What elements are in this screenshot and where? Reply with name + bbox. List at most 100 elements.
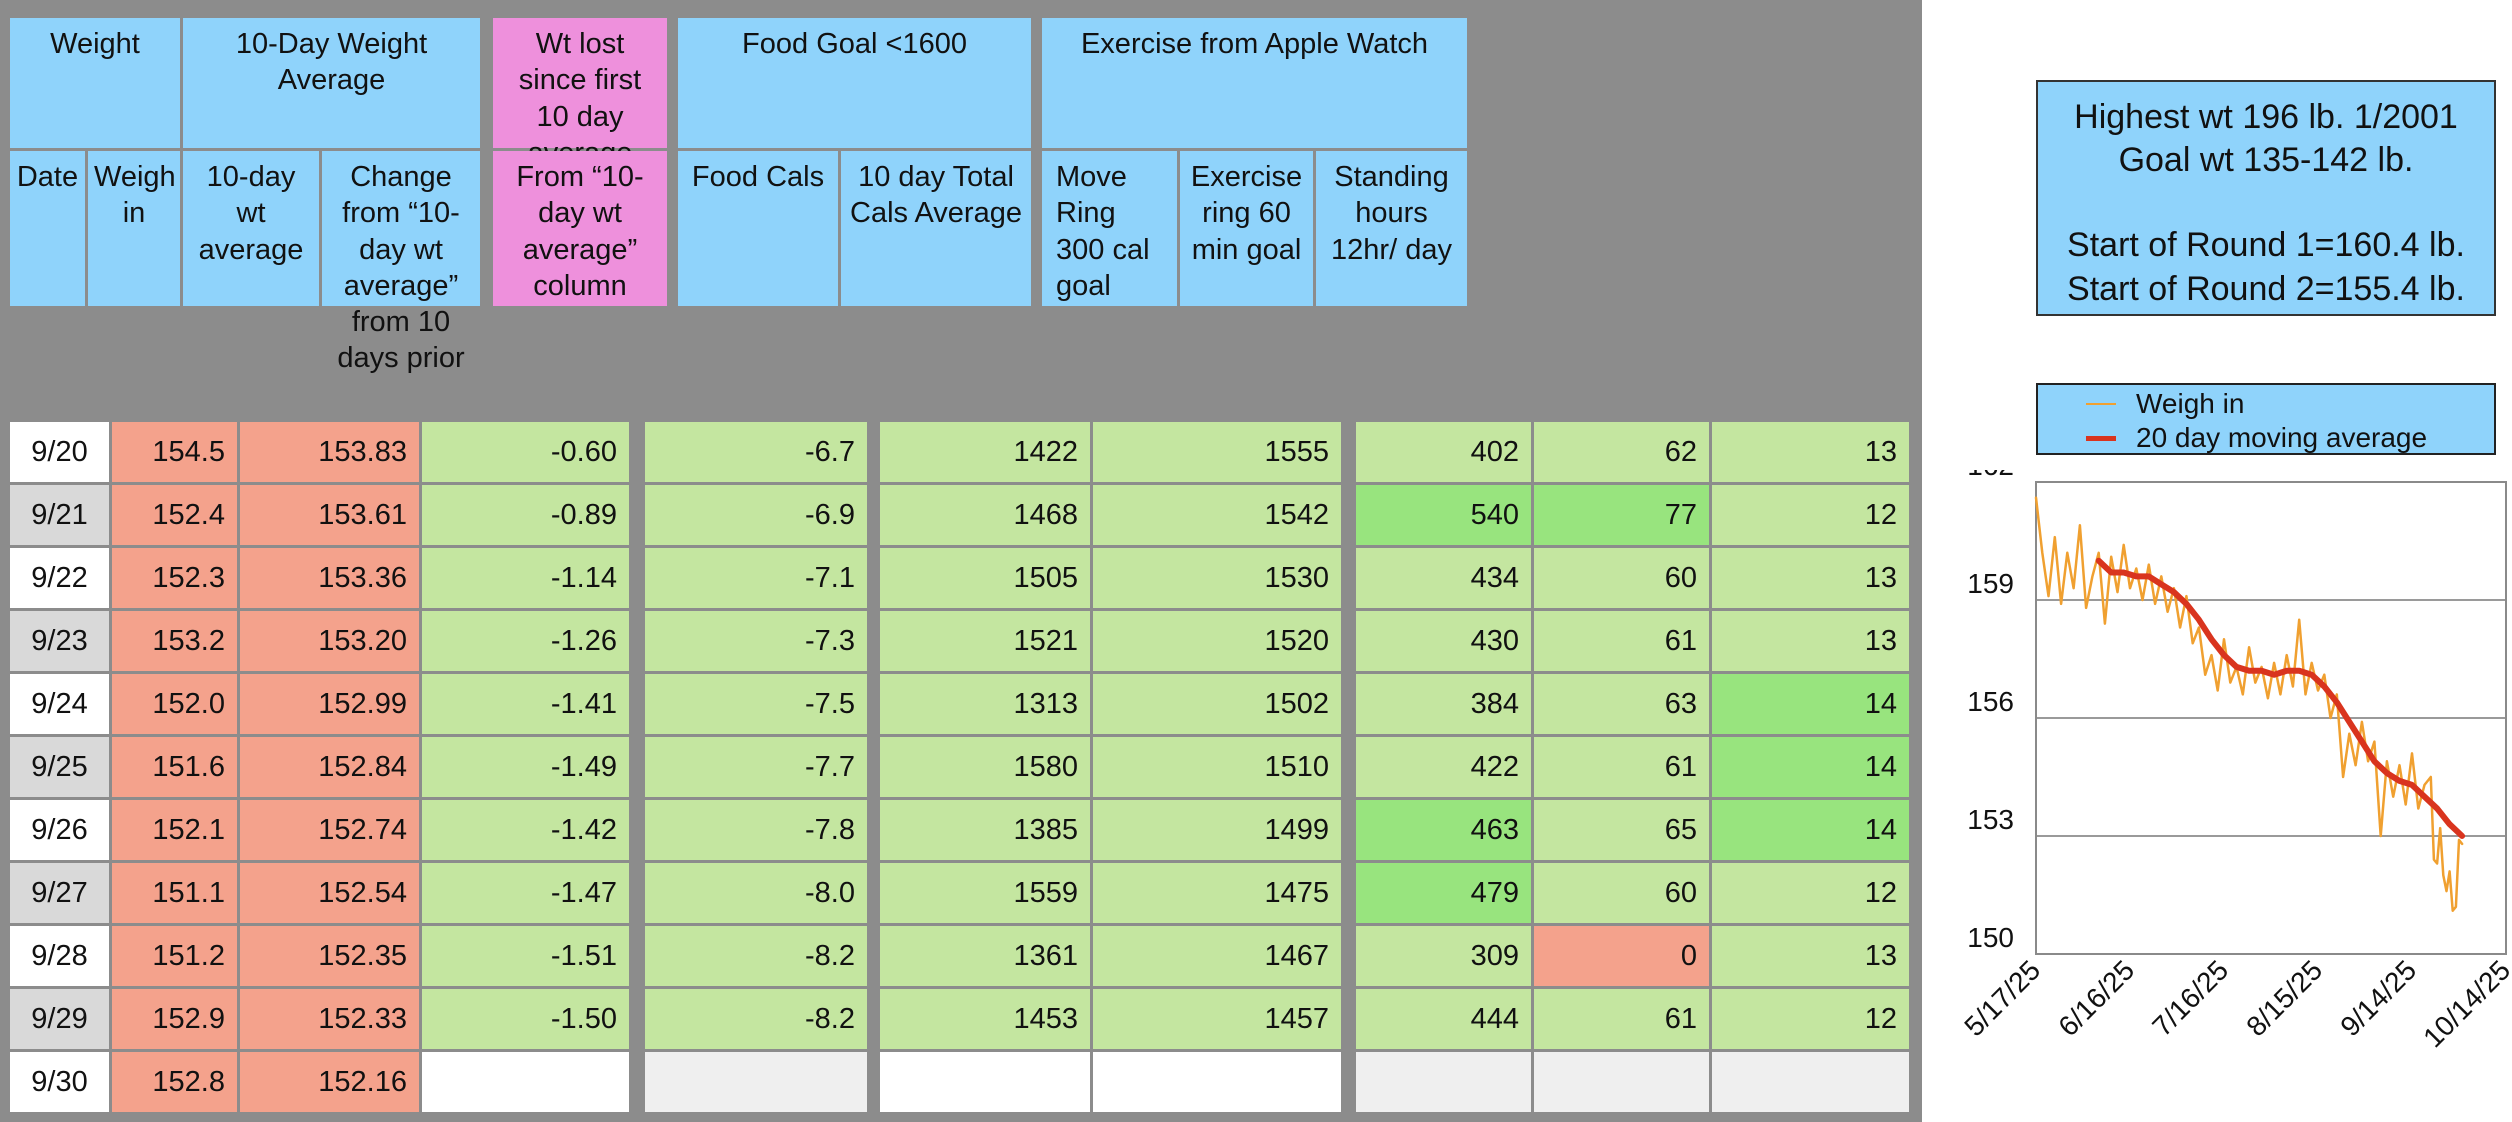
cell-weigh-in[interactable]: 152.8	[112, 1052, 240, 1115]
cell-avg10[interactable]: 152.99	[240, 674, 422, 737]
cell-avg10[interactable]: 152.33	[240, 989, 422, 1052]
cell-food[interactable]: 1385	[880, 800, 1093, 863]
cell-lost[interactable]: -6.9	[645, 485, 870, 548]
cell-standing[interactable]: 13	[1712, 611, 1912, 674]
cell-weigh-in[interactable]: 152.3	[112, 548, 240, 611]
cell-total[interactable]: 1530	[1093, 548, 1344, 611]
cell-date[interactable]: 9/22	[10, 548, 112, 611]
cell-avg10[interactable]: 153.61	[240, 485, 422, 548]
cell-move[interactable]: 479	[1356, 863, 1534, 926]
cell-food[interactable]: 1521	[880, 611, 1093, 674]
cell-standing[interactable]: 13	[1712, 548, 1912, 611]
cell-lost[interactable]	[645, 1052, 870, 1115]
cell-standing[interactable]: 13	[1712, 422, 1912, 485]
cell-food[interactable]: 1313	[880, 674, 1093, 737]
cell-weigh-in[interactable]: 152.1	[112, 800, 240, 863]
cell-standing[interactable]: 12	[1712, 989, 1912, 1052]
cell-move[interactable]: 444	[1356, 989, 1534, 1052]
cell-exercise[interactable]: 65	[1534, 800, 1712, 863]
cell-lost[interactable]: -7.7	[645, 737, 870, 800]
cell-change[interactable]: -1.14	[422, 548, 632, 611]
cell-date[interactable]: 9/24	[10, 674, 112, 737]
cell-total[interactable]: 1555	[1093, 422, 1344, 485]
cell-total[interactable]: 1467	[1093, 926, 1344, 989]
cell-exercise[interactable]: 77	[1534, 485, 1712, 548]
cell-avg10[interactable]: 152.54	[240, 863, 422, 926]
cell-food[interactable]: 1422	[880, 422, 1093, 485]
cell-date[interactable]: 9/27	[10, 863, 112, 926]
cell-food[interactable]: 1559	[880, 863, 1093, 926]
cell-move[interactable]: 422	[1356, 737, 1534, 800]
cell-change[interactable]: -1.26	[422, 611, 632, 674]
cell-exercise[interactable]: 61	[1534, 737, 1712, 800]
cell-standing[interactable]	[1712, 1052, 1912, 1115]
cell-change[interactable]	[422, 1052, 632, 1115]
cell-standing[interactable]: 12	[1712, 863, 1912, 926]
cell-lost[interactable]: -7.8	[645, 800, 870, 863]
cell-exercise[interactable]: 62	[1534, 422, 1712, 485]
cell-standing[interactable]: 12	[1712, 485, 1912, 548]
cell-exercise[interactable]: 60	[1534, 548, 1712, 611]
cell-standing[interactable]: 13	[1712, 926, 1912, 989]
cell-exercise[interactable]	[1534, 1052, 1712, 1115]
cell-date[interactable]: 9/28	[10, 926, 112, 989]
cell-weigh-in[interactable]: 151.6	[112, 737, 240, 800]
cell-change[interactable]: -1.51	[422, 926, 632, 989]
cell-avg10[interactable]: 152.16	[240, 1052, 422, 1115]
cell-weigh-in[interactable]: 151.1	[112, 863, 240, 926]
cell-weigh-in[interactable]: 152.0	[112, 674, 240, 737]
cell-total[interactable]: 1502	[1093, 674, 1344, 737]
cell-lost[interactable]: -7.3	[645, 611, 870, 674]
cell-exercise[interactable]: 61	[1534, 989, 1712, 1052]
cell-avg10[interactable]: 153.83	[240, 422, 422, 485]
cell-total[interactable]: 1510	[1093, 737, 1344, 800]
cell-avg10[interactable]: 152.74	[240, 800, 422, 863]
cell-exercise[interactable]: 60	[1534, 863, 1712, 926]
cell-date[interactable]: 9/23	[10, 611, 112, 674]
cell-avg10[interactable]: 153.20	[240, 611, 422, 674]
cell-move[interactable]: 463	[1356, 800, 1534, 863]
cell-food[interactable]: 1361	[880, 926, 1093, 989]
cell-change[interactable]: -1.49	[422, 737, 632, 800]
cell-total[interactable]: 1475	[1093, 863, 1344, 926]
cell-total[interactable]: 1457	[1093, 989, 1344, 1052]
cell-change[interactable]: -0.60	[422, 422, 632, 485]
cell-move[interactable]: 430	[1356, 611, 1534, 674]
cell-move[interactable]: 309	[1356, 926, 1534, 989]
cell-food[interactable]: 1468	[880, 485, 1093, 548]
cell-date[interactable]: 9/25	[10, 737, 112, 800]
cell-weigh-in[interactable]: 152.9	[112, 989, 240, 1052]
cell-move[interactable]	[1356, 1052, 1534, 1115]
cell-move[interactable]: 402	[1356, 422, 1534, 485]
cell-change[interactable]: -1.41	[422, 674, 632, 737]
cell-lost[interactable]: -6.7	[645, 422, 870, 485]
cell-change[interactable]: -1.42	[422, 800, 632, 863]
cell-change[interactable]: -1.50	[422, 989, 632, 1052]
cell-date[interactable]: 9/21	[10, 485, 112, 548]
cell-standing[interactable]: 14	[1712, 674, 1912, 737]
cell-date[interactable]: 9/29	[10, 989, 112, 1052]
cell-date[interactable]: 9/30	[10, 1052, 112, 1115]
cell-avg10[interactable]: 153.36	[240, 548, 422, 611]
cell-total[interactable]: 1520	[1093, 611, 1344, 674]
cell-date[interactable]: 9/20	[10, 422, 112, 485]
cell-food[interactable]: 1580	[880, 737, 1093, 800]
cell-lost[interactable]: -8.2	[645, 989, 870, 1052]
cell-total[interactable]: 1542	[1093, 485, 1344, 548]
cell-avg10[interactable]: 152.84	[240, 737, 422, 800]
cell-exercise[interactable]: 0	[1534, 926, 1712, 989]
cell-total[interactable]	[1093, 1052, 1344, 1115]
cell-total[interactable]: 1499	[1093, 800, 1344, 863]
cell-lost[interactable]: -7.1	[645, 548, 870, 611]
cell-food[interactable]: 1453	[880, 989, 1093, 1052]
cell-food[interactable]: 1505	[880, 548, 1093, 611]
cell-move[interactable]: 540	[1356, 485, 1534, 548]
cell-date[interactable]: 9/26	[10, 800, 112, 863]
cell-weigh-in[interactable]: 153.2	[112, 611, 240, 674]
cell-exercise[interactable]: 63	[1534, 674, 1712, 737]
cell-exercise[interactable]: 61	[1534, 611, 1712, 674]
cell-weigh-in[interactable]: 151.2	[112, 926, 240, 989]
cell-standing[interactable]: 14	[1712, 800, 1912, 863]
cell-move[interactable]: 434	[1356, 548, 1534, 611]
cell-food[interactable]	[880, 1052, 1093, 1115]
